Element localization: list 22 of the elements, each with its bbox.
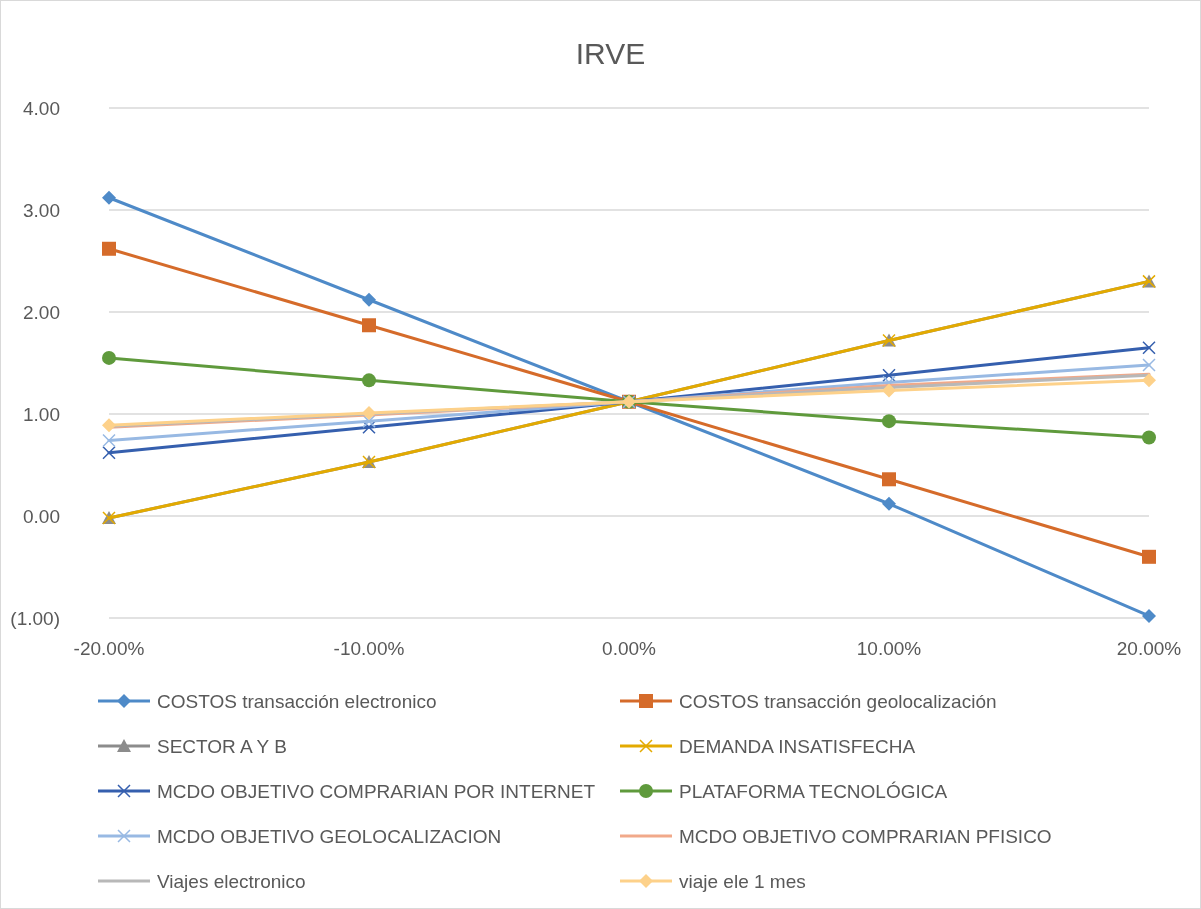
legend-label: SECTOR A Y B bbox=[157, 735, 287, 757]
y-tick-label: 1.00 bbox=[23, 403, 60, 425]
legend-label: MCDO OBJETIVO COMPRARIAN PFISICO bbox=[679, 825, 1052, 847]
legend-label: viaje ele 1 mes bbox=[679, 870, 806, 892]
legend-label: COSTOS transacción geolocalización bbox=[679, 690, 997, 712]
x-tick-label: 0.00% bbox=[602, 638, 657, 659]
legend-label: DEMANDA INSATISFECHA bbox=[679, 735, 916, 757]
legend-label: Viajes electronico bbox=[157, 870, 306, 892]
legend-label: MCDO OBJETIVO COMPRARIAN POR INTERNET bbox=[157, 780, 596, 802]
y-tick-label: 0.00 bbox=[23, 505, 60, 527]
y-tick-label: 4.00 bbox=[23, 97, 60, 119]
x-tick-label: -10.00% bbox=[333, 638, 405, 659]
legend-label: PLATAFORMA TECNOLÓGICA bbox=[679, 780, 948, 802]
y-tick-label: (1.00) bbox=[10, 607, 60, 629]
x-tick-label: 10.00% bbox=[856, 638, 922, 659]
y-tick-label: 2.00 bbox=[23, 301, 60, 323]
y-tick-label: 3.00 bbox=[23, 199, 60, 221]
legend-label: MCDO OBJETIVO GEOLOCALIZACION bbox=[157, 825, 502, 847]
chart-title: IRVE bbox=[575, 37, 646, 70]
legend-label: COSTOS transacción electronico bbox=[157, 690, 437, 712]
x-tick-label: -20.00% bbox=[73, 638, 145, 659]
x-tick-label: 20.00% bbox=[1116, 638, 1182, 659]
